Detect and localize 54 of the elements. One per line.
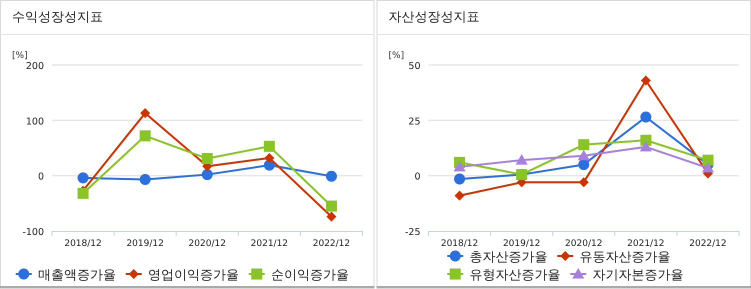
y-tick-label: 50 — [408, 61, 420, 72]
point — [326, 170, 337, 182]
point — [140, 130, 151, 142]
x-tick-label: 2022/12 — [689, 239, 727, 249]
legend-label: 유형자산증가율 — [469, 268, 560, 283]
point — [202, 153, 213, 164]
point — [264, 152, 274, 163]
legend-label: 자기자본증가율 — [592, 268, 684, 283]
x-tick-label: 2022/12 — [312, 239, 350, 249]
x-tick-label: 2021/12 — [627, 239, 665, 249]
point — [454, 160, 466, 172]
point — [640, 112, 652, 123]
point — [140, 108, 150, 118]
legend-label: 순이익증가율 — [270, 268, 349, 283]
x-tick-label: 2019/12 — [502, 239, 540, 249]
point — [640, 140, 652, 152]
y-tick-label: 100 — [26, 116, 44, 128]
point — [640, 75, 651, 86]
point — [326, 212, 336, 222]
x-tick-label: 2020/12 — [565, 239, 602, 249]
point — [702, 154, 714, 166]
y-tick-label: 0 — [38, 172, 44, 183]
point — [264, 140, 275, 152]
x-tick-label: 2020/12 — [188, 239, 226, 249]
legend-label: 영업이익증가율 — [148, 268, 239, 283]
chart-title: 자산성장성지표 — [388, 10, 480, 25]
x-tick-label: 2018/12 — [440, 239, 478, 249]
y-tick-label: 0 — [414, 172, 420, 183]
point — [516, 154, 528, 165]
y-tick-label: 25 — [408, 116, 420, 128]
point — [326, 200, 337, 212]
point — [702, 162, 714, 172]
legend-label: 유동자산증가율 — [579, 250, 670, 265]
point — [140, 174, 151, 186]
point — [578, 159, 590, 170]
legend-label: 총자산증가율 — [469, 250, 548, 265]
point — [78, 188, 89, 199]
x-tick-label: 2018/12 — [64, 239, 102, 249]
point — [454, 190, 465, 201]
y-tick-label: -100 — [22, 227, 44, 238]
point — [578, 139, 590, 150]
x-tick-label: 2019/12 — [126, 239, 164, 249]
y-tick-label: 200 — [26, 61, 44, 72]
point — [202, 169, 213, 180]
y-axis-title: [%] — [12, 51, 28, 61]
point — [578, 150, 590, 160]
point — [78, 172, 89, 184]
y-tick-label: -25 — [404, 227, 420, 238]
legend-label: 매출액증가율 — [38, 268, 116, 283]
y-axis-title: [%] — [388, 51, 404, 61]
chart-title: 수익성장성지표 — [12, 10, 103, 25]
point — [578, 177, 589, 188]
x-tick-label: 2021/12 — [250, 239, 288, 249]
point — [454, 173, 466, 184]
